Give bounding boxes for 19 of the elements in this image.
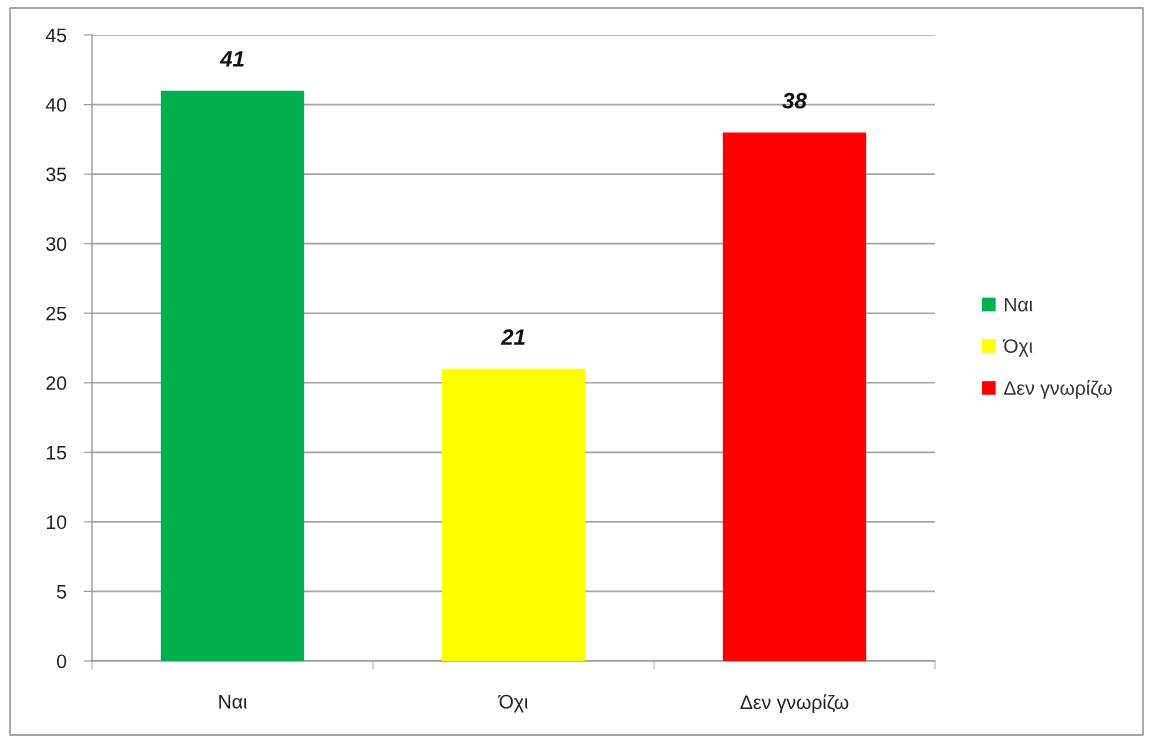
y-tick-label: 30 [46, 237, 67, 251]
x-tick-label: Ναι [219, 695, 247, 709]
data-label: 41 [219, 51, 244, 67]
y-tick-label: 20 [46, 376, 67, 391]
y-tick-label: 45 [45, 28, 67, 43]
y-tick-label: 40 [45, 98, 67, 112]
data-label: 21 [500, 329, 525, 345]
y-tick-label: 25 [46, 306, 67, 321]
data-label: 38 [782, 92, 807, 109]
y-tick-label: 35 [46, 167, 67, 182]
y-tick-label: 15 [46, 446, 67, 460]
legend-label: Ναι [1004, 297, 1033, 312]
legend-label: Δεν γνωρίζω [1003, 380, 1112, 399]
y-tick-label: 5 [56, 585, 67, 599]
x-tick-label: Δεν γνωρίζω [740, 694, 849, 714]
y-tick-label: 0 [56, 654, 67, 669]
y-tick-label: 10 [46, 515, 67, 530]
x-tick-label: Όχι [498, 694, 528, 713]
legend-label: Όχι [1002, 339, 1033, 357]
